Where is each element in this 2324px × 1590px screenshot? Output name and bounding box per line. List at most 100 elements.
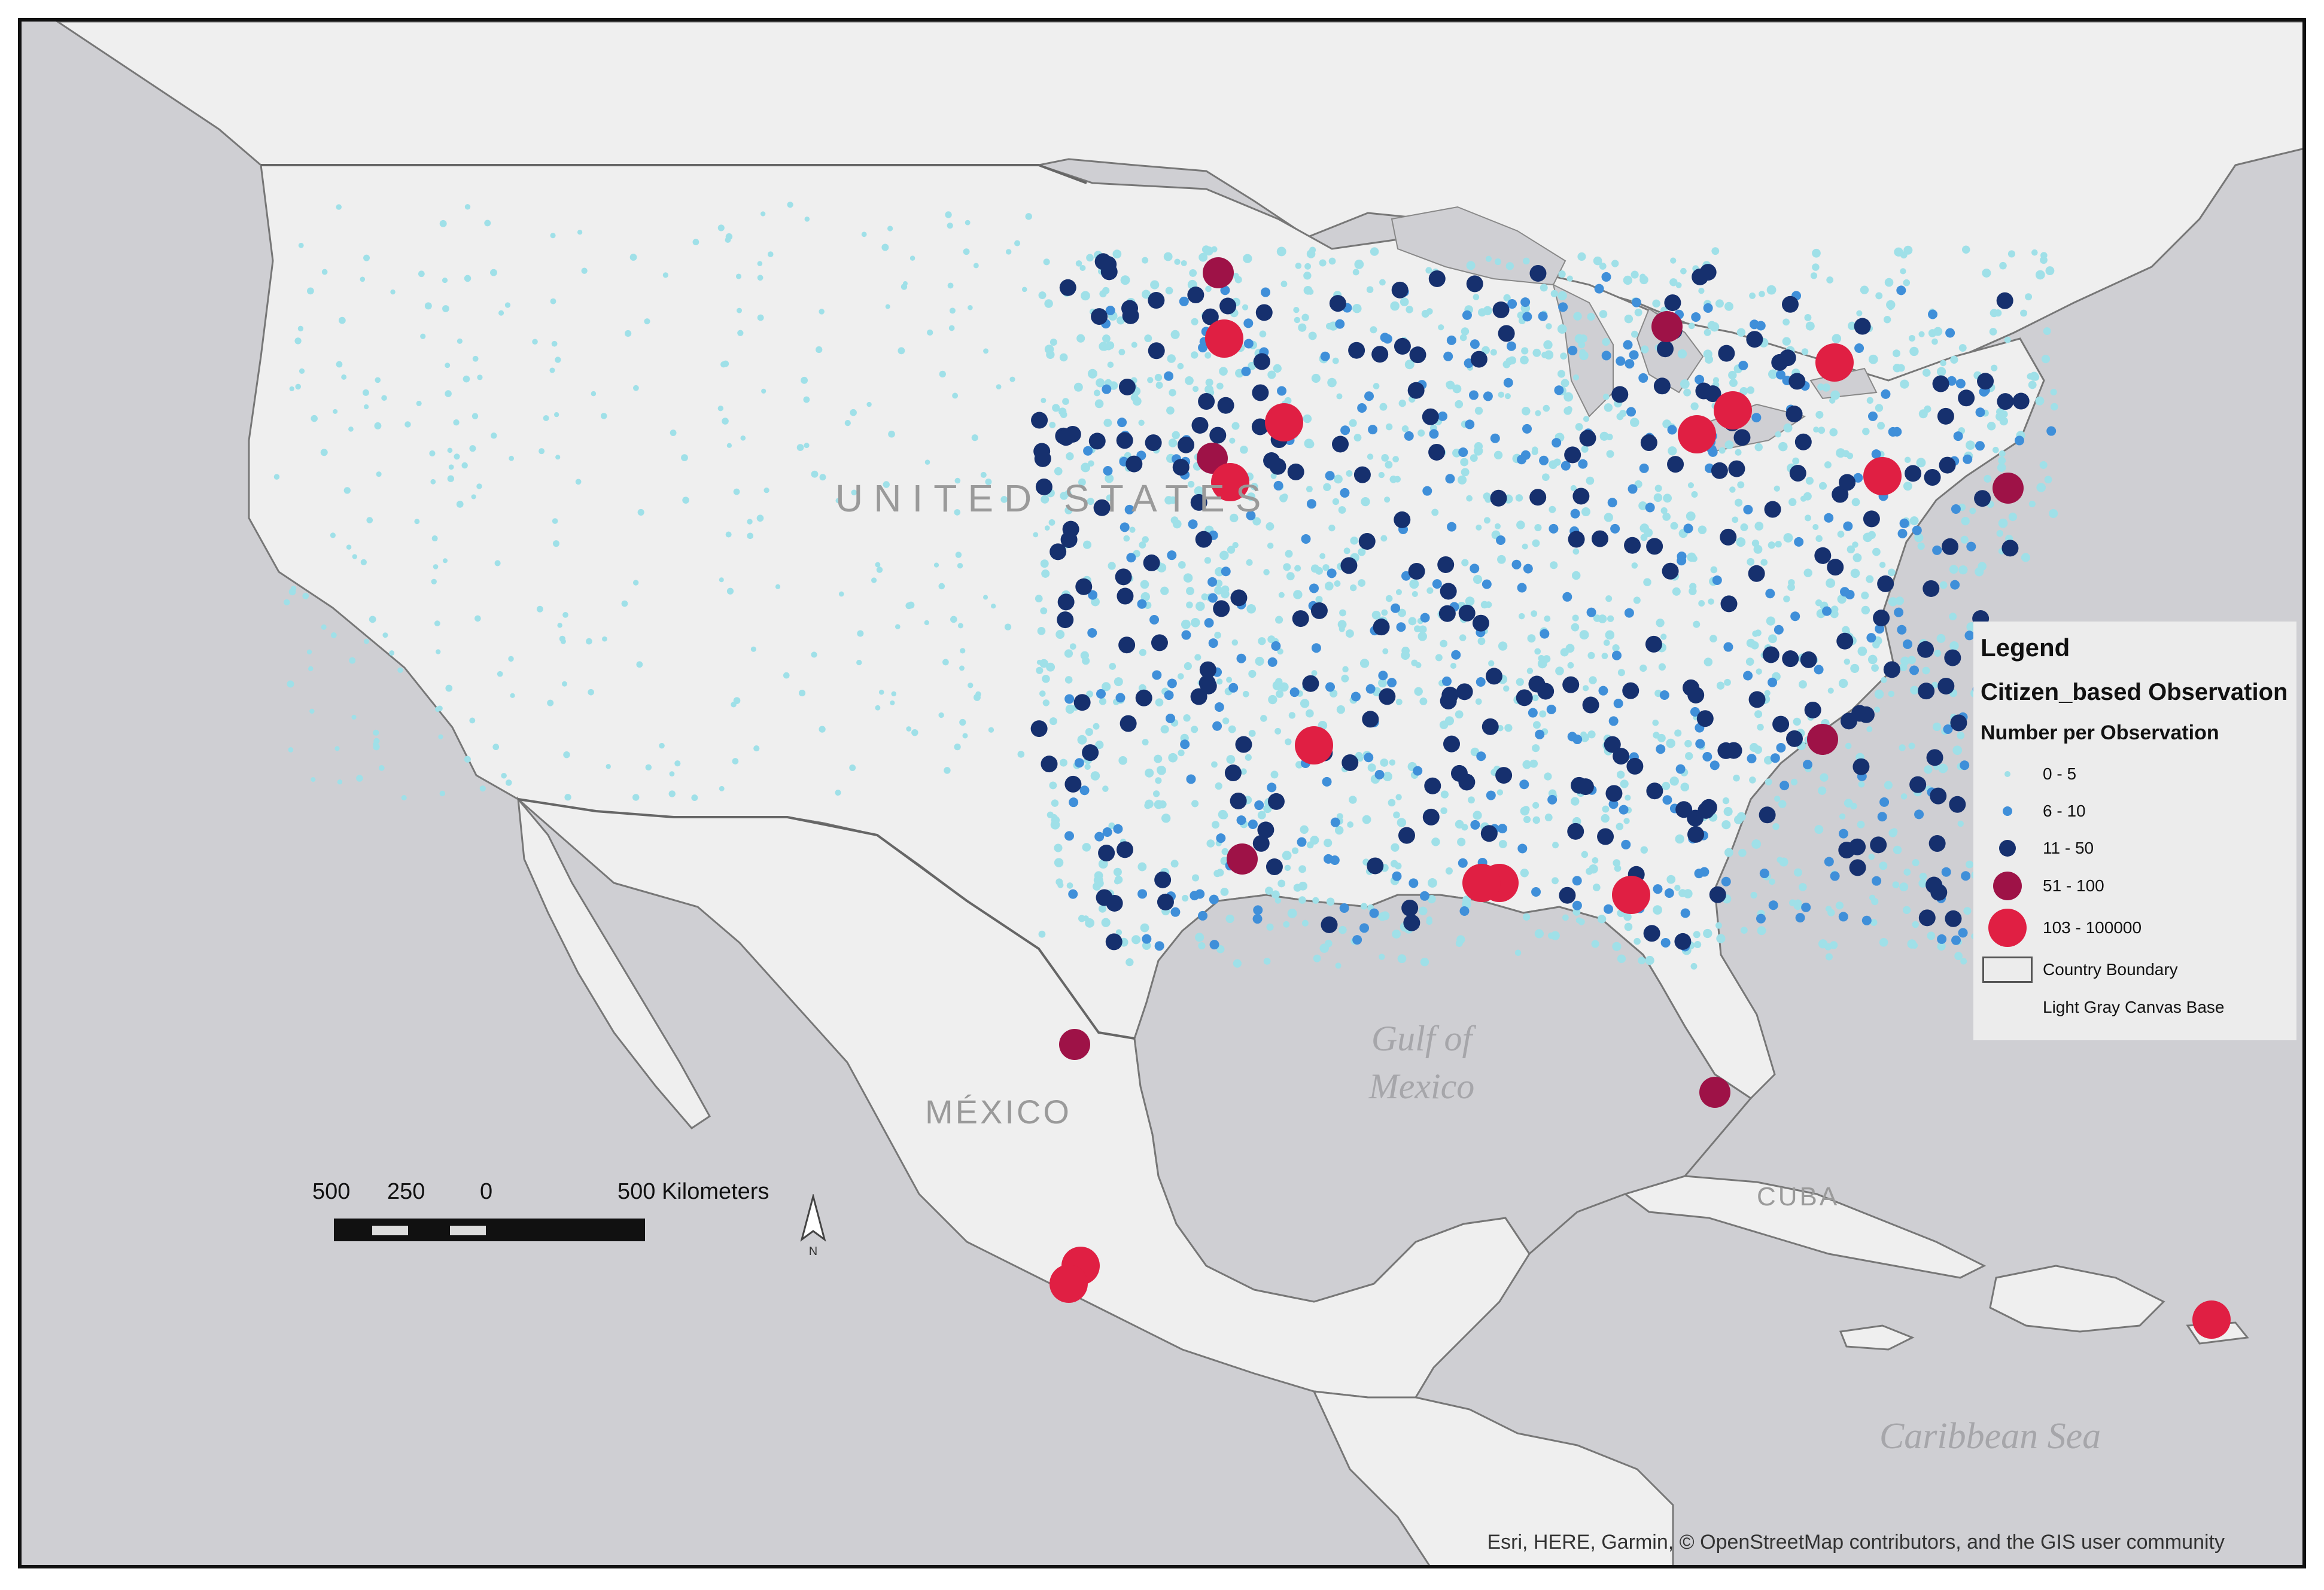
observation-point-small xyxy=(1822,383,1830,392)
observation-point-small xyxy=(1764,756,1773,765)
observation-point-medium xyxy=(1794,537,1804,547)
observation-point-small xyxy=(1918,331,1925,337)
observation-point-small xyxy=(306,649,312,655)
observation-point-medium xyxy=(1695,374,1705,385)
observation-point-small xyxy=(430,479,436,485)
observation-point-small xyxy=(1903,279,1911,287)
observation-point-small xyxy=(1078,478,1086,486)
us-mexico-border xyxy=(518,798,1135,1040)
observation-point-small xyxy=(1712,377,1720,383)
observation-point-small xyxy=(1502,360,1511,368)
observation-point-small xyxy=(1367,453,1374,460)
observation-point-medium xyxy=(1198,343,1208,353)
observation-point-small xyxy=(1370,326,1377,334)
observation-point-small xyxy=(1639,664,1647,672)
observation-point-small xyxy=(775,584,781,589)
observation-point-small xyxy=(1582,685,1589,692)
observation-point-small xyxy=(416,400,422,407)
observation-point-small xyxy=(442,277,448,284)
observation-point-small xyxy=(1085,727,1093,736)
observation-point-small xyxy=(1760,559,1768,566)
observation-point-small xyxy=(1267,370,1276,379)
observation-point-small xyxy=(1049,422,1056,428)
observation-point-small xyxy=(1259,330,1267,338)
observation-point-small xyxy=(1527,634,1536,643)
observation-point-small xyxy=(747,519,753,525)
observation-point-medium xyxy=(1795,913,1805,923)
observation-point-small xyxy=(336,204,342,210)
observation-point-small xyxy=(1851,498,1860,507)
observation-point-medium xyxy=(1422,486,1432,496)
observation-point-small xyxy=(1984,474,1992,483)
observation-point-small xyxy=(1523,815,1531,824)
observation-point-large xyxy=(1235,736,1252,753)
observation-point-small xyxy=(681,454,688,461)
observation-point-large xyxy=(1126,455,1143,473)
observation-point-small xyxy=(1310,836,1319,845)
observation-point-medium xyxy=(1164,371,1174,381)
observation-point-large xyxy=(1409,346,1426,364)
observation-point-medium xyxy=(1709,760,1720,770)
observation-point-large xyxy=(1332,435,1349,453)
observation-point-medium xyxy=(1340,425,1350,435)
observation-point-small xyxy=(389,650,395,656)
observation-point-small xyxy=(927,329,933,336)
observation-point-small xyxy=(1051,799,1059,807)
observation-point-small xyxy=(1633,596,1641,604)
observation-point-small xyxy=(2035,396,2045,406)
observation-point-small xyxy=(471,494,476,499)
observation-point-large xyxy=(1437,556,1455,573)
observation-point-large xyxy=(1213,600,1230,617)
observation-point-small xyxy=(1680,782,1690,792)
observation-point-small xyxy=(588,689,594,696)
observation-point-small xyxy=(1284,864,1291,872)
observation-point-small xyxy=(1508,356,1517,365)
observation-point-small xyxy=(659,742,665,749)
observation-point-small xyxy=(719,577,724,583)
observation-point-small xyxy=(1130,393,1139,401)
observation-point-small xyxy=(1452,384,1462,394)
observation-point-medium xyxy=(1951,504,1961,514)
observation-point-small xyxy=(1783,595,1790,602)
observation-point-small xyxy=(1606,450,1614,458)
observation-point-medium xyxy=(1432,579,1442,589)
observation-point-small xyxy=(1516,678,1524,686)
observation-point-small xyxy=(1812,524,1819,531)
observation-point-medium xyxy=(1547,794,1558,805)
observation-point-large xyxy=(1135,689,1152,706)
observation-point-small xyxy=(1653,493,1663,502)
observation-point-small xyxy=(1303,414,1312,424)
observation-point-small xyxy=(895,624,901,629)
observation-point-medium xyxy=(1447,522,1457,532)
observation-point-small xyxy=(1082,915,1089,922)
observation-point-small xyxy=(950,616,957,623)
observation-point-small xyxy=(1735,449,1742,456)
observation-point-small xyxy=(1715,922,1722,929)
observation-point-xlarge xyxy=(1265,403,1303,441)
observation-point-small xyxy=(816,346,823,354)
observation-point-small xyxy=(1361,497,1370,507)
legend-class-label: 103 - 100000 xyxy=(2043,918,2142,937)
observation-point-small xyxy=(1042,675,1050,683)
observation-point-medium xyxy=(1768,900,1778,910)
observation-point-small xyxy=(553,412,559,418)
observation-point-small xyxy=(1805,321,1815,331)
observation-point-small xyxy=(1310,564,1319,573)
observation-point-small xyxy=(1820,773,1829,782)
observation-point-small xyxy=(726,587,734,595)
observation-point-small xyxy=(1534,929,1544,939)
observation-point-medium xyxy=(1759,869,1769,879)
observation-point-small xyxy=(732,758,739,764)
observation-point-small xyxy=(1477,637,1486,645)
observation-point-small xyxy=(1182,894,1189,902)
observation-point-small xyxy=(1957,732,1965,739)
observation-point-small xyxy=(1924,765,1933,774)
observation-point-small xyxy=(461,462,468,469)
observation-point-large xyxy=(1838,842,1855,859)
observation-point-small xyxy=(1550,931,1560,940)
observation-point-medium xyxy=(1694,869,1704,879)
observation-point-small xyxy=(375,377,381,383)
observation-point-small xyxy=(1183,573,1193,583)
observation-point-small xyxy=(1949,641,1959,651)
observation-point-large xyxy=(1759,806,1776,824)
